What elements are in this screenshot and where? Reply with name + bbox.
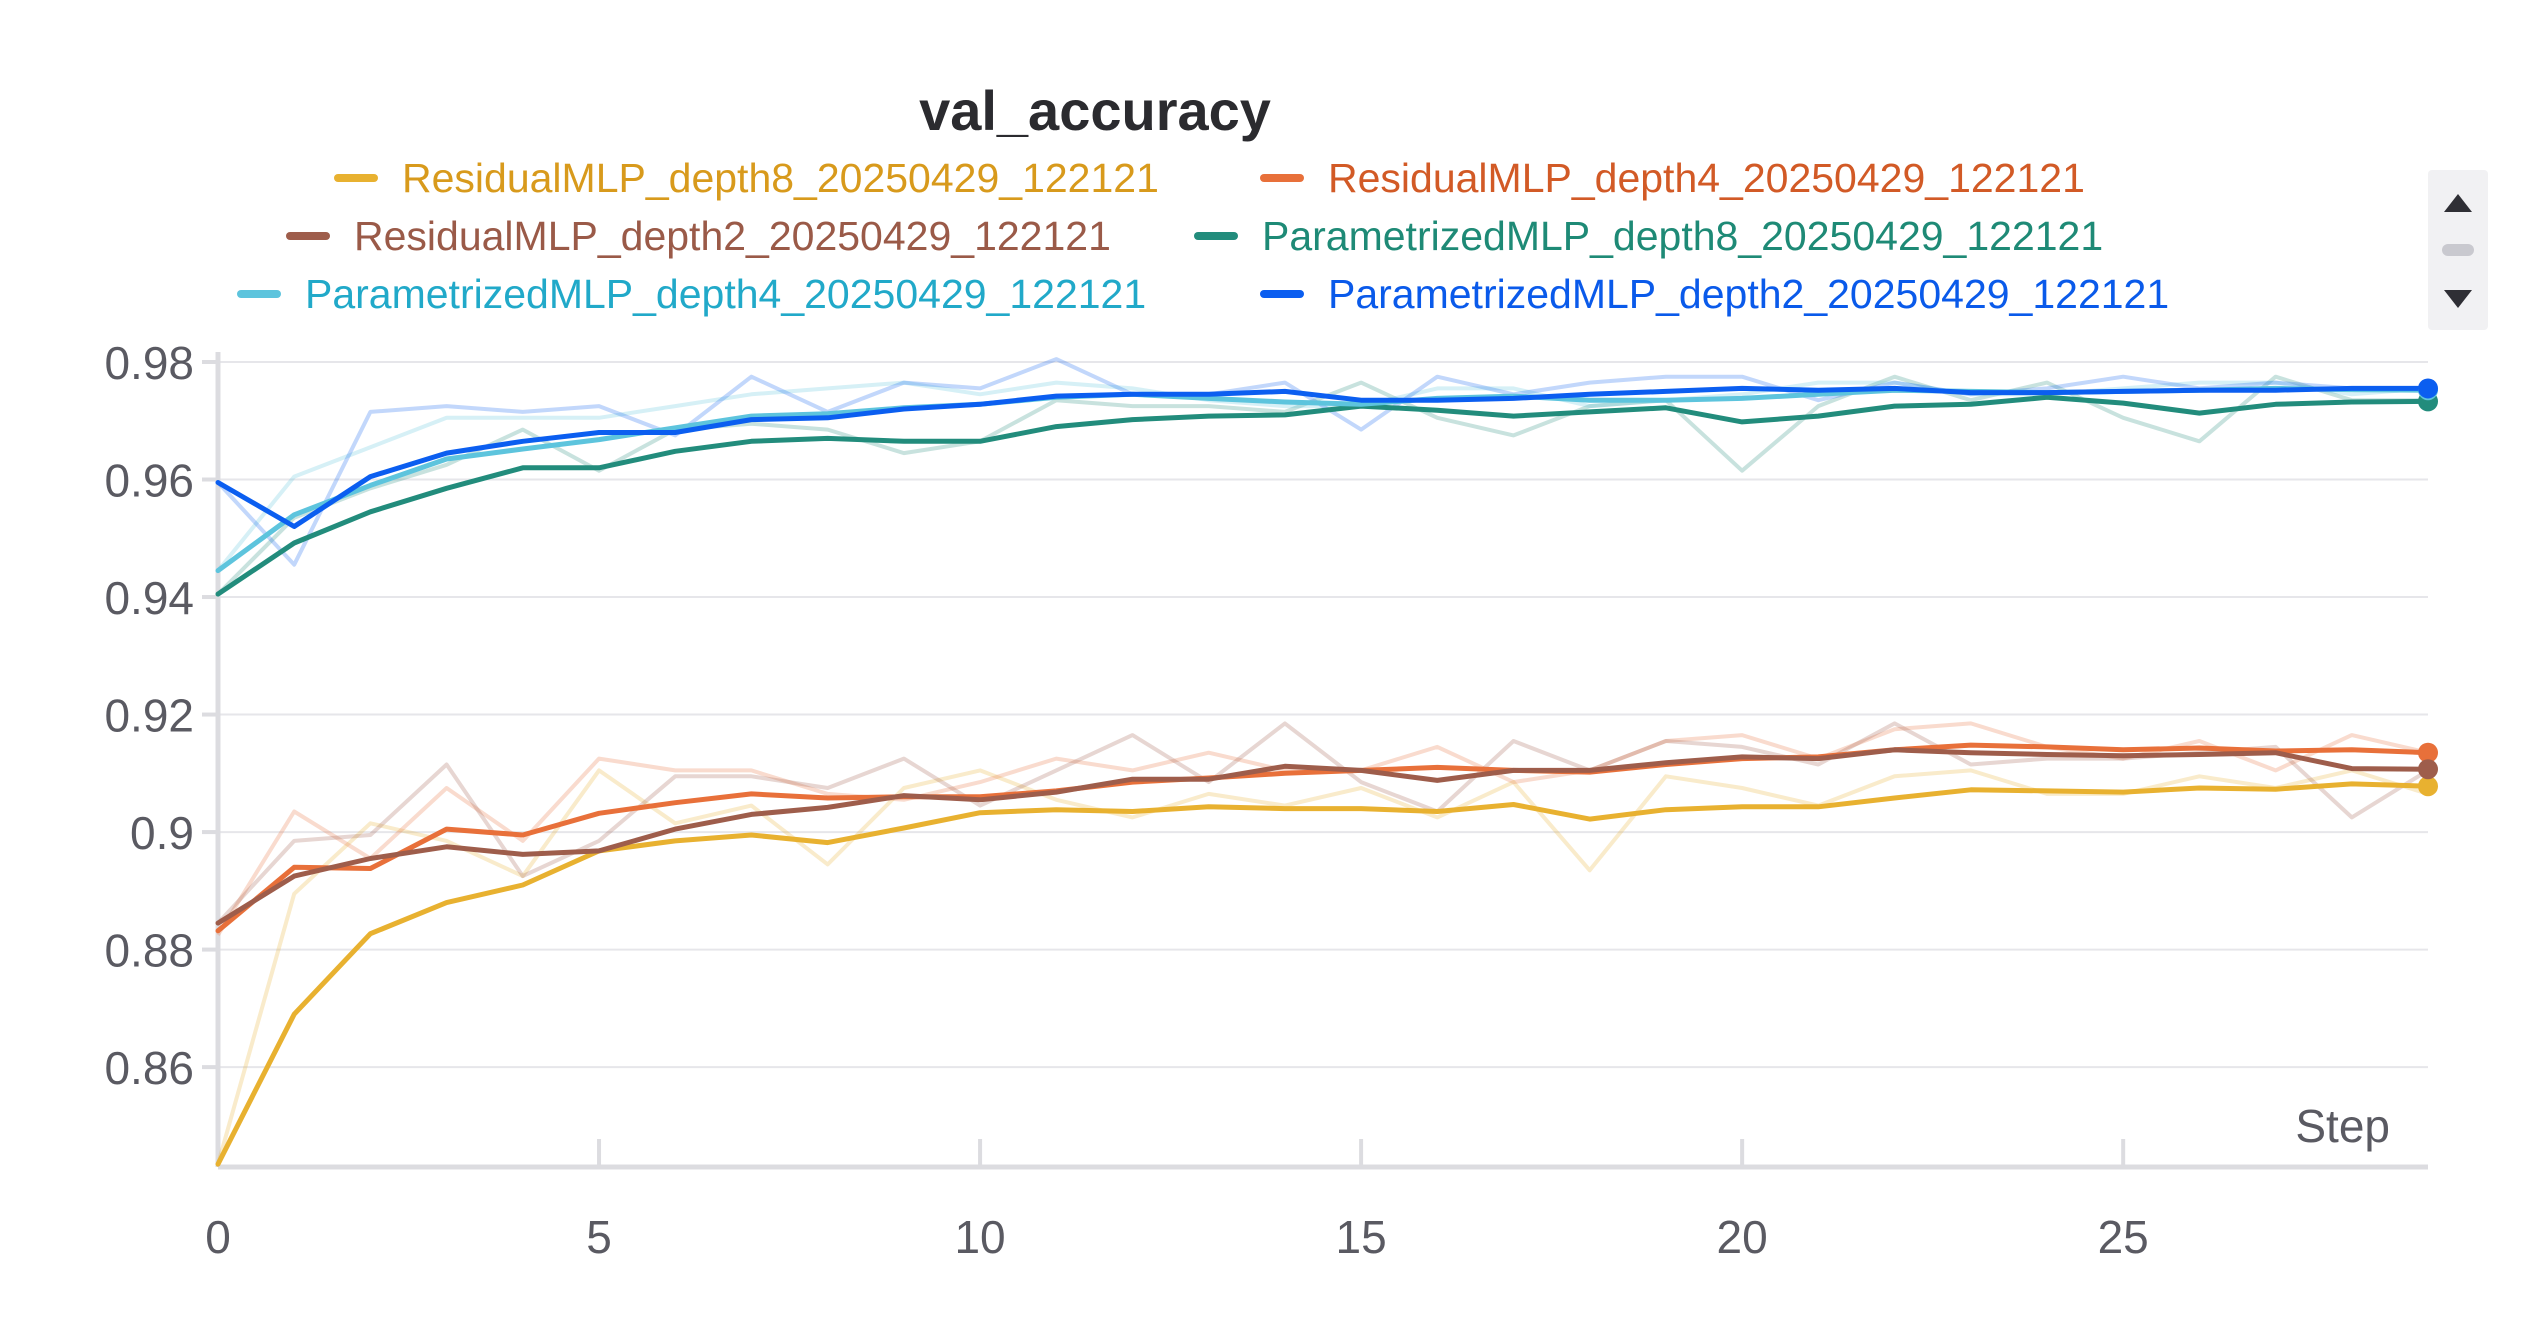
raw-series-line-0 <box>216 768 2429 1165</box>
x-axis-label: Step <box>2295 1100 2390 1152</box>
y-tick-label: 0.94 <box>104 572 194 624</box>
y-tick-label: 0.96 <box>104 455 194 507</box>
y-tick-label: 0.9 <box>130 807 194 859</box>
raw-series-line-5 <box>216 357 2428 567</box>
series-line-1 <box>215 742 2431 934</box>
legend-label-4[interactable]: ParametrizedMLP_depth4_20250429_122121 <box>305 271 1146 317</box>
raw-series-line-2 <box>216 721 2430 925</box>
series-end-point-2 <box>2418 759 2438 780</box>
y-tick-label: 0.86 <box>104 1042 194 1094</box>
legend: ResidualMLP_depth8_20250429_122121 Residu… <box>237 155 2169 317</box>
legend-label-0[interactable]: ResidualMLP_depth8_20250429_122121 <box>402 155 1159 201</box>
series-line-0 <box>215 781 2431 1167</box>
legend-page-indicator-icon <box>2428 230 2488 270</box>
x-tick-label: 20 <box>1717 1211 1768 1263</box>
series-line-2 <box>215 747 2431 926</box>
legend-label-5[interactable]: ParametrizedMLP_depth2_20250429_122121 <box>1328 271 2169 317</box>
y-tick-label: 0.88 <box>104 925 194 977</box>
series-line-5 <box>215 385 2431 529</box>
legend-label-1[interactable]: ResidualMLP_depth4_20250429_122121 <box>1328 155 2085 201</box>
legend-label-2[interactable]: ResidualMLP_depth2_20250429_122121 <box>354 213 1111 259</box>
legend-scroll-up-icon[interactable] <box>2428 180 2488 220</box>
y-tick-label: 0.98 <box>104 337 194 389</box>
legend-pager <box>2428 170 2488 330</box>
x-tick-label: 25 <box>2098 1211 2149 1263</box>
series-end-point-5 <box>2418 378 2438 399</box>
x-tick-label: 5 <box>586 1211 612 1263</box>
series-end-point-0 <box>2418 776 2438 797</box>
series-line-3 <box>215 394 2431 597</box>
smoothed-series-layer <box>215 385 2431 1167</box>
series-end-point-1 <box>2418 742 2438 763</box>
endpoint-markers <box>2418 378 2438 797</box>
legend-scroll-down-icon[interactable] <box>2428 280 2488 320</box>
y-tick-label: 0.92 <box>104 690 194 742</box>
gridlines <box>218 361 2428 1069</box>
axes: 0.86 0.88 0.9 0.92 0.94 0.96 0.98 0 5 10 15 20 25 <box>104 337 2428 1263</box>
chart-title: val_accuracy <box>919 79 1271 142</box>
legend-label-3[interactable]: ParametrizedMLP_depth8_20250429_122121 <box>1262 213 2103 259</box>
x-tick-label: 10 <box>954 1211 1005 1263</box>
x-tick-label: 0 <box>205 1211 231 1263</box>
x-tick-label: 15 <box>1336 1211 1387 1263</box>
